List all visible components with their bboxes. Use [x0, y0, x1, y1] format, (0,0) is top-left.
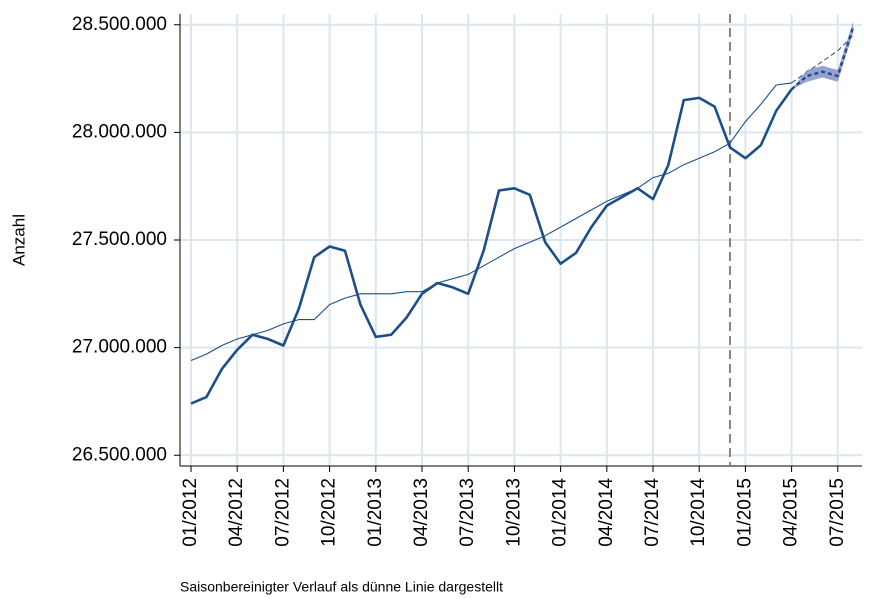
series-line [790, 26, 855, 91]
x-tick-label: 07/2015 [827, 478, 848, 547]
y-tick-label: 26.500.000 [72, 444, 167, 465]
series-line [190, 88, 793, 405]
y-tick-label: 27.000.000 [72, 337, 167, 358]
series-line [791, 35, 854, 84]
confidence-band [791, 21, 854, 90]
x-tick-label: 04/2013 [411, 478, 432, 547]
x-tick-label: 07/2012 [272, 478, 293, 547]
x-tick-label: 10/2014 [688, 478, 709, 547]
x-tick-label: 04/2012 [226, 478, 247, 547]
y-tick-label: 27.500.000 [72, 229, 167, 250]
y-tick-label: 28.500.000 [72, 14, 167, 35]
y-axis-label: Anzahl [9, 214, 28, 266]
x-tick-label: 01/2013 [365, 478, 386, 547]
series-line [190, 82, 792, 362]
x-tick-label: 10/2012 [319, 478, 340, 547]
x-tick-label: 01/2014 [550, 478, 571, 547]
x-tick-label: 07/2013 [457, 478, 478, 547]
x-tick-label: 04/2014 [596, 478, 617, 547]
x-tick-label: 04/2015 [781, 478, 802, 547]
x-tick-label: 01/2015 [734, 478, 755, 547]
x-tick-label: 07/2014 [642, 478, 663, 547]
x-tick-label: 01/2012 [180, 478, 201, 547]
y-tick-label: 28.000.000 [72, 121, 167, 142]
x-tick-label: 10/2013 [503, 478, 524, 547]
chart-note: Saisonbereinigter Verlauf als dünne Lini… [180, 579, 503, 595]
